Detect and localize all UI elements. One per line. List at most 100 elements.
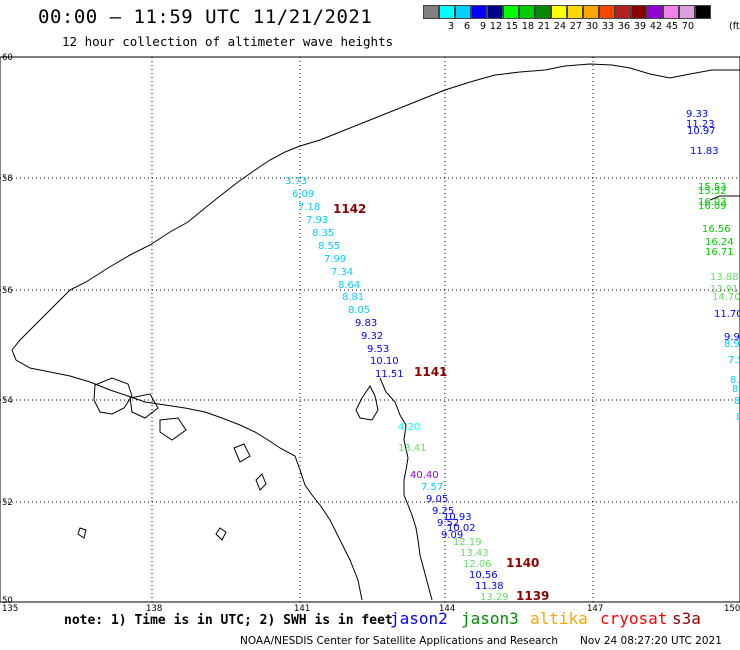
color-swatch xyxy=(615,5,631,19)
swh-reading: 9.32 xyxy=(361,331,383,342)
color-swatch xyxy=(663,5,679,19)
color-scale-label: 42 xyxy=(649,21,662,32)
latitude-label: 50 xyxy=(2,596,13,606)
swh-reading: 10.93 xyxy=(443,512,472,523)
color-scale-label: 70 xyxy=(681,21,694,32)
longitude-label: 141 xyxy=(294,604,310,614)
color-swatch xyxy=(695,5,711,19)
footnote: note: 1) Time is in UTC; 2) SWH is in fe… xyxy=(64,613,393,628)
color-scale-label: 6 xyxy=(463,21,470,32)
track-number-label: 1139 xyxy=(516,589,549,603)
swh-reading: 16.09 xyxy=(698,201,727,212)
swh-reading: 8.81 xyxy=(342,292,364,303)
color-scale-label: 36 xyxy=(617,21,630,32)
swh-reading: 8.55 xyxy=(318,241,340,252)
swh-reading: 14.70 xyxy=(712,292,740,303)
swh-reading: 9.09 xyxy=(441,530,463,541)
coastline xyxy=(11,63,740,601)
legend-jason3: jason3 xyxy=(461,609,519,628)
map-title: 00:00 – 11:59 UTC 11/21/2021 xyxy=(38,6,373,28)
swh-reading: 8.9 xyxy=(724,339,740,350)
latitude-label: 52 xyxy=(2,498,13,508)
swh-reading: 8 xyxy=(736,412,740,423)
latitude-label: 56 xyxy=(2,286,13,296)
longitude-label: 150 xyxy=(724,604,740,614)
color-swatch xyxy=(535,5,551,19)
swh-reading: 13.41 xyxy=(398,443,427,454)
map-subtitle: 12 hour collection of altimeter wave hei… xyxy=(62,34,394,49)
color-swatch xyxy=(487,5,503,19)
color-scale-unit: (ft) xyxy=(729,21,740,32)
swh-reading: 16.03 xyxy=(698,197,727,208)
swh-reading: 7.34 xyxy=(331,267,353,278)
swh-reading: 4.20 xyxy=(398,422,420,433)
swh-reading: 9.05 xyxy=(426,494,448,505)
generated-timestamp: Nov 24 08:27:20 UTC 2021 xyxy=(580,635,722,647)
color-swatch xyxy=(519,5,535,19)
swh-reading: 6.09 xyxy=(292,189,314,200)
credit-line: NOAA/NESDIS Center for Satellite Applica… xyxy=(240,635,558,647)
color-swatch xyxy=(583,5,599,19)
swh-reading: 9.53 xyxy=(367,344,389,355)
color-swatch xyxy=(423,5,439,19)
swh-reading: 9.52 xyxy=(437,518,459,529)
legend-s3a: s3a xyxy=(672,609,701,628)
swh-reading: 8 xyxy=(734,396,740,407)
color-swatch xyxy=(471,5,487,19)
swh-reading: 8.05 xyxy=(348,305,370,316)
swh-reading: 8.35 xyxy=(312,228,334,239)
color-swatch xyxy=(439,5,455,19)
color-swatch xyxy=(567,5,583,19)
legend-jason2: jason2 xyxy=(390,609,448,628)
legend-cryosat: cryosat xyxy=(600,609,668,628)
swh-reading: 16.71 xyxy=(705,247,734,258)
swh-reading: 11.83 xyxy=(690,146,719,157)
swh-reading: 9.25 xyxy=(432,506,454,517)
track-labels: 1142 1141 1140 1139 xyxy=(333,202,549,603)
color-scale-label: 18 xyxy=(521,21,534,32)
longitude-label: 138 xyxy=(146,604,162,614)
swh-reading: 10.97 xyxy=(687,126,716,137)
latitude-label: 58 xyxy=(2,174,13,184)
swh-reading: 12.06 xyxy=(463,559,492,570)
latitude-label: 54 xyxy=(2,396,13,406)
color-scale-label: 27 xyxy=(569,21,582,32)
swh-reading: 11.51 xyxy=(375,369,404,380)
swh-reading: 16.56 xyxy=(702,224,731,235)
swh-reading: 15.53 xyxy=(698,182,727,193)
swh-reading: 11.38 xyxy=(475,581,504,592)
swh-reading: 9.9 xyxy=(724,332,740,343)
swh-reading: 8.64 xyxy=(338,280,360,291)
swh-reading: 15.52 xyxy=(698,186,727,197)
swh-reading: 11.70 xyxy=(714,309,740,320)
color-scale-label: 9 xyxy=(479,21,486,32)
color-scale-label: 39 xyxy=(633,21,646,32)
swh-reading: 7.57 xyxy=(421,482,443,493)
color-swatch xyxy=(647,5,663,19)
color-scale-label: 24 xyxy=(553,21,566,32)
swh-reading: 7.5 xyxy=(728,355,740,366)
swh-reading: 7.99 xyxy=(324,254,346,265)
track-number-label: 1140 xyxy=(506,556,539,570)
swh-reading: 13.43 xyxy=(460,548,489,559)
longitude-label: 144 xyxy=(439,604,455,614)
map-frame xyxy=(0,56,740,603)
swh-reading: 10.10 xyxy=(370,356,399,367)
track-number-label: 1141 xyxy=(414,365,447,379)
color-scale-label: 3 xyxy=(447,21,454,32)
color-swatch xyxy=(455,5,471,19)
color-scale-label: 30 xyxy=(585,21,598,32)
swh-reading: 16.24 xyxy=(705,237,734,248)
longitude-label: 147 xyxy=(587,604,603,614)
color-swatch xyxy=(551,5,567,19)
color-scale-bar xyxy=(423,5,711,19)
color-scale-label: 45 xyxy=(665,21,678,32)
swh-reading: 40.40 xyxy=(410,470,439,481)
swh-reading: 7.93 xyxy=(306,215,328,226)
latitude-label: 60 xyxy=(2,53,13,63)
swh-reading: 12.19 xyxy=(453,537,482,548)
color-scale-label: 33 xyxy=(601,21,614,32)
color-swatch xyxy=(679,5,695,19)
